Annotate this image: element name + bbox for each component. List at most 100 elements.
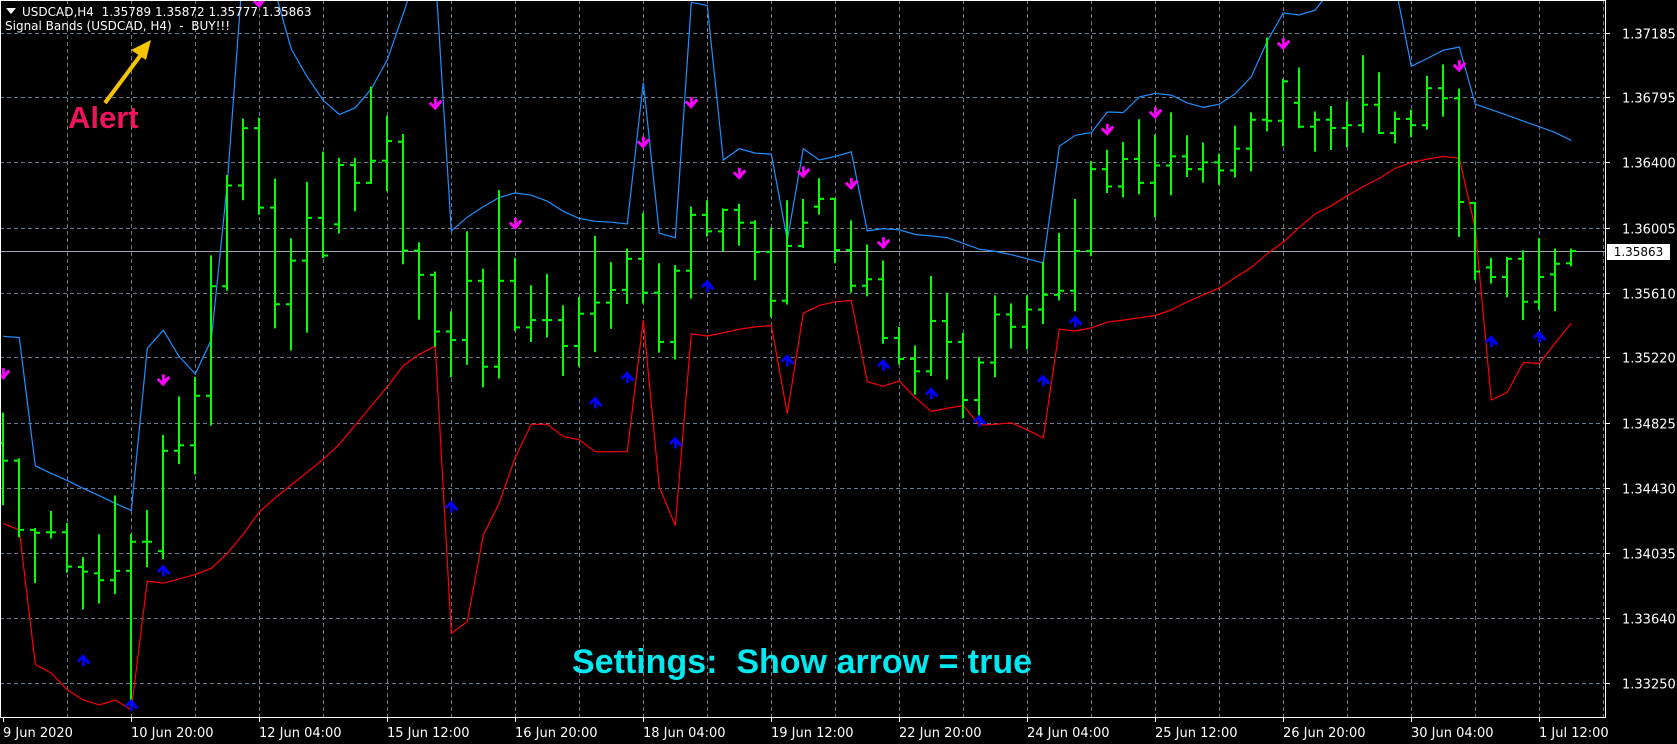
price-tick-label: 1.37185 bbox=[1622, 28, 1676, 43]
price-tick-label: 1.33640 bbox=[1622, 613, 1676, 628]
ohlc-bar bbox=[926, 275, 936, 376]
ohlc-bar bbox=[702, 200, 712, 237]
time-tick-label: 15 Jun 12:00 bbox=[387, 726, 470, 741]
sell-arrow-icon bbox=[428, 98, 443, 111]
signal-arrows bbox=[0, 0, 1547, 711]
ohlc-bar bbox=[158, 434, 168, 560]
ohlc-bar bbox=[1054, 233, 1064, 301]
ohlc-bar bbox=[318, 151, 328, 259]
indicator-label: Signal Bands (USDCAD, H4) - BUY!!! bbox=[5, 19, 231, 33]
price-tick-label: 1.34035 bbox=[1622, 548, 1676, 563]
ohlc-bar bbox=[1230, 125, 1240, 178]
buy-arrow-icon bbox=[668, 436, 683, 449]
dropdown-triangle-icon[interactable] bbox=[6, 8, 16, 14]
sell-arrow-icon bbox=[1276, 38, 1291, 51]
ohlc-bar bbox=[126, 533, 136, 706]
ohlc-bar bbox=[814, 178, 824, 215]
time-tick-label: 19 Jun 12:00 bbox=[771, 726, 854, 741]
ohlc-bar bbox=[350, 157, 360, 212]
settings-annotation: Settings: Show arrow = true bbox=[572, 643, 1033, 681]
time-tick-label: 22 Jun 20:00 bbox=[899, 726, 982, 741]
sell-arrow-icon bbox=[1452, 60, 1467, 73]
ohlc-bar bbox=[1166, 112, 1176, 196]
sell-arrow-icon bbox=[1100, 123, 1115, 136]
ohlc-bar bbox=[1278, 78, 1288, 147]
buy-arrow-icon bbox=[124, 698, 139, 711]
sell-arrow-icon bbox=[252, 0, 267, 9]
ohlc-bar bbox=[606, 262, 616, 329]
ohlc-bar bbox=[1502, 256, 1512, 298]
ohlc-bar bbox=[270, 178, 280, 329]
ohlc-bar bbox=[686, 206, 696, 299]
ohlc-bar bbox=[1550, 248, 1560, 312]
ohlc-bar bbox=[286, 238, 296, 351]
ohlc-bar bbox=[1486, 257, 1496, 284]
ohlc-bar bbox=[1406, 109, 1416, 138]
ohlc-bar bbox=[1182, 135, 1192, 178]
ohlc-bar bbox=[558, 305, 568, 376]
price-tick-label: 1.34430 bbox=[1622, 483, 1676, 498]
ohlc-bar bbox=[334, 157, 344, 234]
time-tick-label: 30 Jun 04:00 bbox=[1411, 726, 1494, 741]
ohlc-bar bbox=[670, 265, 680, 360]
ohlc-bar bbox=[414, 242, 424, 320]
ohlc-bar bbox=[638, 212, 648, 304]
ohlc-bar bbox=[254, 117, 264, 215]
buy-arrow-icon bbox=[156, 564, 171, 577]
ohlc-bar bbox=[766, 227, 776, 318]
ohlc-bar bbox=[1390, 111, 1400, 144]
ohlc-bar bbox=[1470, 201, 1480, 281]
ohlc-bar bbox=[830, 197, 840, 263]
buy-arrow-icon bbox=[588, 396, 603, 409]
ohlc-bar bbox=[1310, 111, 1320, 152]
ohlc-bar bbox=[142, 510, 152, 568]
ohlc-bar bbox=[734, 203, 744, 246]
ohlc-bar bbox=[1006, 303, 1016, 349]
sell-arrow-icon bbox=[876, 237, 891, 250]
ohlc-bar bbox=[542, 273, 552, 338]
ohlc-bar bbox=[1038, 261, 1048, 325]
ohlc-bar bbox=[382, 115, 392, 192]
grid bbox=[0, 0, 1605, 717]
ohlc-bar bbox=[1358, 55, 1368, 133]
ohlc-bar bbox=[894, 326, 904, 365]
time-tick-label: 12 Jun 04:00 bbox=[259, 726, 342, 741]
sell-arrow-icon bbox=[732, 167, 747, 180]
symbol-header[interactable]: USDCAD,H4 1.35789 1.35872 1.35777 1.3586… bbox=[6, 5, 312, 19]
ohlc-bar bbox=[62, 522, 72, 573]
ohlc-bar bbox=[1134, 119, 1144, 195]
time-axis[interactable]: 9 Jun 2020 10 Jun 20:00 12 Jun 04:00 15 Jun… bbox=[3, 717, 1609, 741]
ohlc-bar bbox=[1022, 295, 1032, 350]
buy-arrow-icon bbox=[1484, 335, 1499, 348]
ohlc-bar bbox=[846, 220, 856, 293]
ohlc-bar bbox=[1246, 112, 1256, 172]
ohlc-bar bbox=[1342, 101, 1352, 148]
sell-arrow-icon bbox=[1148, 107, 1163, 120]
ohlc-bar bbox=[1422, 75, 1432, 130]
ohlc-bar bbox=[1374, 72, 1384, 134]
sell-arrow-icon bbox=[844, 178, 859, 191]
ohlc-bar bbox=[654, 263, 664, 353]
ohlc-bar bbox=[574, 297, 584, 367]
ohlc-bar bbox=[974, 356, 984, 420]
time-tick-label: 25 Jun 12:00 bbox=[1155, 726, 1238, 741]
ohlc-bars bbox=[0, 37, 1576, 706]
ohlc-bar bbox=[302, 181, 312, 333]
ohlc-bar bbox=[1086, 161, 1096, 257]
time-tick-label: 16 Jun 20:00 bbox=[515, 726, 598, 741]
symbol-ohlc-text: USDCAD,H4 1.35789 1.35872 1.35777 1.3586… bbox=[22, 5, 312, 19]
alert-pointer-arrow bbox=[103, 40, 151, 105]
ohlc-bar bbox=[0, 412, 8, 506]
ohlc-bar bbox=[798, 198, 808, 248]
buy-arrow-icon bbox=[780, 354, 795, 367]
sell-arrow-icon bbox=[636, 136, 651, 149]
time-tick-label: 18 Jun 04:00 bbox=[643, 726, 726, 741]
buy-arrow-icon bbox=[1036, 374, 1051, 387]
plot-area bbox=[0, 0, 1605, 711]
ohlc-bar bbox=[942, 293, 952, 380]
ohlc-bar bbox=[478, 268, 488, 388]
ohlc-bar bbox=[1518, 250, 1528, 321]
time-tick-label: 9 Jun 2020 bbox=[3, 726, 73, 741]
price-axis[interactable]: 1.37185 1.36795 1.36400 1.36005 1.35610 1.352… bbox=[1605, 28, 1676, 693]
